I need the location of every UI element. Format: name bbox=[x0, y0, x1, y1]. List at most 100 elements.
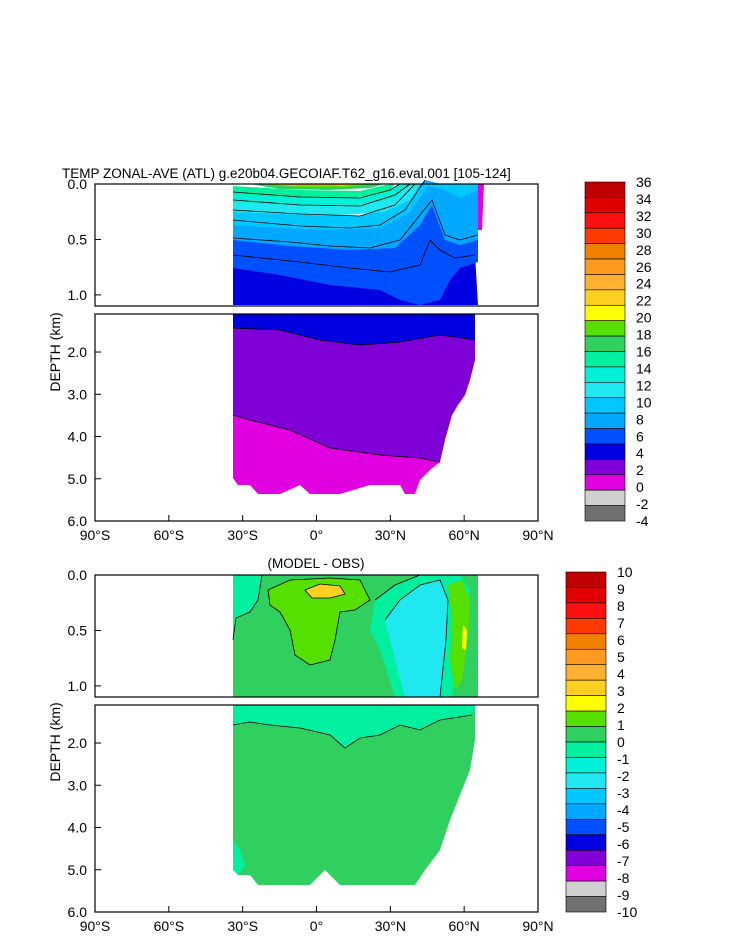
colorbar-swatch bbox=[584, 320, 626, 337]
x-tick-label: 90°N bbox=[522, 527, 553, 543]
panel1-x-ticks: 90°S 60°S 30°S 0° 30°N 60°N 90°N bbox=[80, 515, 554, 543]
colorbar-swatch bbox=[584, 335, 626, 352]
field-band bbox=[448, 580, 470, 690]
panel1-lower-field bbox=[232, 314, 476, 494]
x-tick-label: 60°N bbox=[449, 527, 480, 543]
panel2-upper-field bbox=[232, 574, 478, 698]
colorbar-swatch bbox=[584, 397, 626, 414]
y-tick-label: 5.0 bbox=[68, 471, 88, 487]
y-tick-label: 3.0 bbox=[68, 386, 88, 402]
x-tick-label: 30°N bbox=[375, 918, 406, 934]
colorbar-label: 0 bbox=[617, 734, 625, 750]
colorbar-swatch bbox=[584, 505, 626, 522]
colorbar-label: -1 bbox=[617, 751, 630, 767]
field-band bbox=[305, 584, 345, 598]
colorbar-swatch bbox=[565, 772, 607, 789]
colorbar-swatch bbox=[584, 274, 626, 291]
colorbar-swatch bbox=[584, 366, 626, 383]
colorbar-swatch bbox=[584, 443, 626, 460]
colorbar-label: 24 bbox=[636, 276, 652, 292]
colorbar-swatch bbox=[565, 664, 607, 681]
colorbar-swatch bbox=[584, 428, 626, 445]
colorbar-label: -8 bbox=[617, 870, 630, 886]
colorbar-label: -5 bbox=[617, 819, 630, 835]
field-band bbox=[233, 184, 420, 216]
colorbar-swatch bbox=[584, 197, 626, 214]
y-tick-label: 2.0 bbox=[68, 735, 88, 751]
panel1-upper-frame bbox=[94, 183, 539, 307]
colorbar-label: 10 bbox=[617, 564, 633, 580]
colorbar-label: -9 bbox=[617, 887, 630, 903]
panel2-y-label: DEPTH (km) bbox=[47, 702, 63, 781]
field-band bbox=[233, 184, 410, 206]
y-tick-label: 1.0 bbox=[68, 287, 88, 303]
colorbar-label: 3 bbox=[617, 683, 625, 699]
colorbar-swatch bbox=[584, 227, 626, 244]
field-band bbox=[268, 578, 370, 665]
field-contours bbox=[232, 179, 479, 273]
colorbar-label: 2 bbox=[617, 700, 625, 716]
panel1-upper-field bbox=[232, 179, 484, 305]
y-tick-label: 3.0 bbox=[68, 777, 88, 793]
field-contours bbox=[232, 714, 473, 749]
colorbar-label: 30 bbox=[636, 225, 652, 241]
y-tick-label: 6.0 bbox=[68, 513, 88, 529]
field-band bbox=[233, 328, 475, 462]
colorbar-swatch bbox=[565, 602, 607, 619]
colorbar-swatch bbox=[565, 818, 607, 836]
panel2-y-ticks: 0.0 0.5 1.0 2.0 3.0 4.0 5.0 6.0 bbox=[68, 567, 101, 920]
field-contours bbox=[232, 574, 449, 698]
colorbar-label: 5 bbox=[617, 649, 625, 665]
x-tick-label: 30°S bbox=[227, 527, 258, 543]
colorbar-swatch bbox=[584, 351, 626, 368]
colorbar-label: 4 bbox=[617, 666, 625, 682]
colorbar-swatch bbox=[584, 474, 626, 491]
y-tick-label: 2.0 bbox=[68, 344, 88, 360]
colorbar-label: 22 bbox=[636, 293, 652, 309]
colorbar-label: 6 bbox=[617, 632, 625, 648]
y-tick-label: 4.0 bbox=[68, 820, 88, 836]
colorbar-label: -2 bbox=[617, 768, 630, 784]
colorbar-swatch bbox=[565, 896, 607, 913]
y-tick-label: 5.0 bbox=[68, 862, 88, 878]
colorbar-swatch bbox=[584, 412, 626, 429]
colorbar-swatch bbox=[565, 880, 607, 897]
colorbar-label: 20 bbox=[636, 310, 652, 326]
y-tick-label: 0.0 bbox=[68, 567, 88, 583]
colorbar-label: 6 bbox=[636, 428, 644, 444]
colorbar-label: -10 bbox=[617, 904, 637, 920]
colorbar-swatch bbox=[584, 304, 626, 321]
colorbar-swatch bbox=[565, 571, 607, 588]
colorbar-label: -7 bbox=[617, 853, 630, 869]
colorbar-swatch bbox=[565, 648, 607, 666]
colorbar-swatch bbox=[565, 757, 607, 774]
colorbar-swatch bbox=[584, 289, 626, 306]
colorbar-label: 0 bbox=[636, 479, 644, 495]
colorbar-label: 28 bbox=[636, 242, 652, 258]
x-tick-label: 60°S bbox=[154, 527, 185, 543]
field-band bbox=[233, 314, 475, 345]
colorbar-label: 34 bbox=[636, 191, 652, 207]
field-band bbox=[233, 184, 395, 198]
colorbar-label: -2 bbox=[636, 496, 649, 512]
x-tick-label: 90°S bbox=[80, 527, 111, 543]
x-tick-label: 60°S bbox=[154, 918, 185, 934]
y-tick-label: 0.0 bbox=[68, 176, 88, 192]
panel2-upper-frame bbox=[94, 574, 539, 698]
colorbar-swatch bbox=[565, 679, 607, 696]
colorbar-label: 16 bbox=[636, 344, 652, 360]
colorbar-swatch bbox=[584, 382, 626, 399]
x-tick-label: 90°N bbox=[522, 918, 553, 934]
x-tick-label: 0° bbox=[310, 918, 323, 934]
field-band bbox=[233, 184, 478, 230]
x-tick-label: 60°N bbox=[449, 918, 480, 934]
panel2-upper-plot bbox=[94, 574, 539, 698]
field-band bbox=[233, 705, 475, 885]
colorbar-label: 10 bbox=[636, 394, 652, 410]
x-tick-label: 30°N bbox=[375, 527, 406, 543]
colorbar-label: 26 bbox=[636, 259, 652, 275]
colorbar-swatch bbox=[565, 834, 607, 851]
colorbar-swatch bbox=[584, 489, 626, 506]
